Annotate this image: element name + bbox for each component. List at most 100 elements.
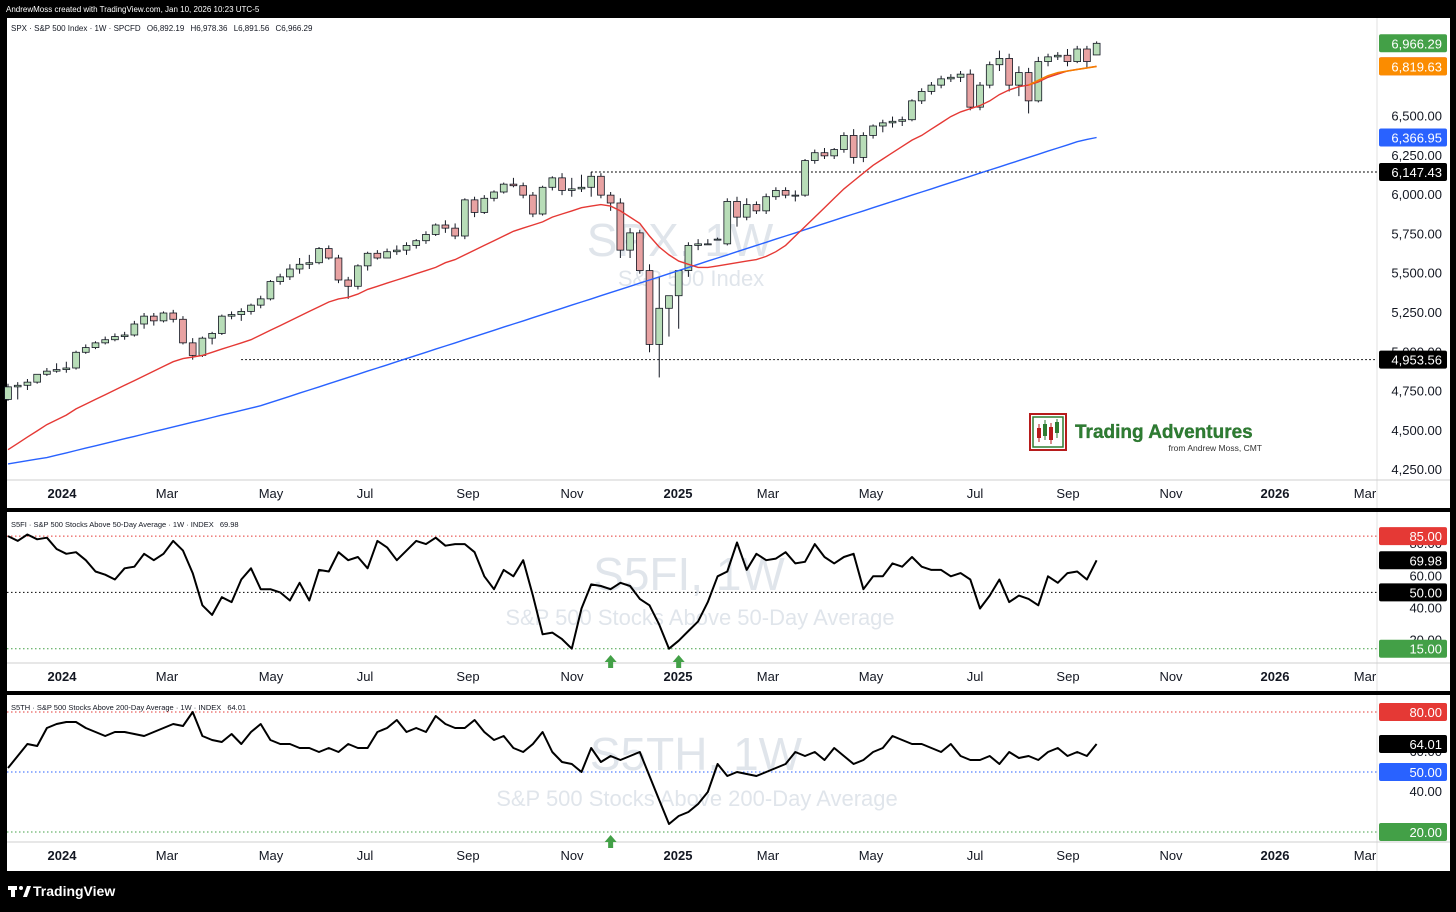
price-price-tag-text: 6,366.95: [1391, 130, 1442, 145]
price-candle: [305, 254, 314, 269]
price-candle: [529, 192, 537, 218]
price-candle: [733, 196, 741, 227]
s5th-price-tag-text: 64.01: [1409, 737, 1442, 752]
price-candle: [1053, 52, 1062, 60]
s5fi-x-label: Mar: [156, 669, 179, 684]
s5fi-price-tag: [1379, 527, 1447, 546]
s5th-arrow-up-icon: [604, 835, 617, 848]
price-candle: [665, 295, 673, 337]
price-candle: [772, 187, 780, 200]
s5th-x-label: Jul: [357, 848, 374, 863]
s5th-x-label: Nov: [560, 848, 584, 863]
s5th-watermark-sub: S&P 500 Stocks Above 200-Day Average: [496, 786, 898, 811]
logo-inner-frame: [1032, 416, 1064, 448]
price-candle: [597, 173, 605, 199]
price-candle: [4, 383, 12, 401]
price-candle: [684, 242, 693, 277]
price-candle: [33, 373, 41, 384]
s5th-series: [7, 711, 1098, 848]
s5th-legend-value: 64.01: [227, 703, 246, 712]
logo-frame: [1029, 413, 1067, 451]
s5fi-x-label: 2026: [1261, 669, 1290, 684]
s5th-legend: S5TH · S&P 500 Stocks Above 200-Day Aver…: [11, 703, 246, 712]
price-candle: [1092, 41, 1101, 56]
price-candle: [188, 338, 197, 360]
s5th-price-tag-text: 50.00: [1409, 765, 1442, 780]
price-candle: [480, 195, 489, 214]
price-candle: [461, 198, 469, 240]
price-candle: [334, 254, 343, 284]
s5fi-x-label: Mar: [1354, 669, 1377, 684]
s5fi-price-tag-text: 50.00: [1409, 585, 1442, 600]
s5fi-y-tick: 60.00: [1409, 568, 1442, 583]
price-candle: [402, 242, 411, 255]
price-x-label: 2025: [664, 486, 693, 501]
price-candle: [636, 229, 644, 274]
s5fi-series: [7, 533, 1098, 668]
price-candle: [762, 193, 770, 214]
price-candle: [820, 148, 829, 159]
price-candle: [354, 264, 362, 290]
price-x-label: Nov: [560, 486, 584, 501]
price-candle: [81, 344, 90, 354]
s5th-price-tag: [1379, 823, 1447, 841]
s5fi-arrow-up-icon: [672, 655, 685, 668]
s5th-x-label: May: [259, 848, 284, 863]
price-candle: [694, 239, 702, 251]
price-candle: [422, 231, 430, 244]
price-candle: [120, 331, 129, 340]
price-candle: [91, 341, 100, 350]
price-price-tag-text: 6,966.29: [1391, 36, 1442, 51]
price-moving-averages: [7, 65, 1097, 465]
s5th-x-label: Mar: [757, 848, 780, 863]
price-candle: [470, 196, 479, 218]
price-y-tick: 5,250.00: [1391, 305, 1442, 320]
price-x-label: Mar: [1354, 486, 1377, 501]
s5fi-price-tag: [1379, 551, 1447, 570]
s5fi-price-tag: [1379, 583, 1447, 602]
price-candle: [412, 239, 421, 249]
price-x-label: Jul: [357, 486, 374, 501]
price-candle: [888, 116, 897, 128]
s5th-panel: [7, 695, 1450, 871]
price-candle: [52, 363, 61, 373]
price-candle: [655, 276, 664, 378]
price-price-tag: [1379, 57, 1447, 76]
price-candle: [791, 190, 800, 202]
price-candle: [879, 119, 887, 133]
price-price-tag-text: 6,819.63: [1391, 59, 1442, 74]
price-candle: [713, 237, 722, 241]
svg-text:SPX · S&P 500 Index · 1W · SPC: SPX · S&P 500 Index · 1W · SPCFD O6,892.…: [11, 24, 313, 33]
price-candle: [1024, 67, 1033, 114]
price-candle: [373, 250, 382, 260]
s5fi-watermark: S5FI, 1W: [593, 548, 785, 600]
price-candle: [1073, 45, 1082, 64]
price-candle: [830, 148, 838, 159]
price-candle: [490, 190, 498, 202]
ema-short-line: [1028, 65, 1097, 86]
price-candle: [558, 173, 566, 196]
price-candle: [392, 245, 401, 255]
price-x-label: May: [259, 486, 284, 501]
price-x-label: Nov: [1159, 486, 1183, 501]
price-y-tick: 6,250.00: [1391, 148, 1442, 163]
s5fi-price-tag-text: 69.98: [1409, 553, 1442, 568]
price-y-tick: 5,750.00: [1391, 226, 1442, 241]
s5fi-line: [7, 533, 1098, 650]
price-candle: [1083, 45, 1091, 68]
price-x-label: 2026: [1261, 486, 1290, 501]
price-candle: [431, 223, 440, 236]
price-candle: [266, 280, 275, 301]
price-candle: [869, 124, 877, 139]
footer-brand-text: TradingView: [33, 883, 115, 899]
s5fi-x-label: Jul: [967, 669, 984, 684]
s5fi-price-tag-text: 85.00: [1409, 529, 1442, 544]
price-price-tag: [1379, 128, 1447, 147]
price-x-label: Sep: [456, 486, 479, 501]
price-legend-open: O6,892.19: [147, 24, 185, 33]
price-x-label: 2024: [48, 486, 78, 501]
price-price-tag-text: 4,953.56: [1391, 353, 1442, 368]
tradingview-logo-icon: [8, 886, 31, 897]
price-candle: [43, 368, 51, 376]
price-candle: [130, 320, 139, 337]
